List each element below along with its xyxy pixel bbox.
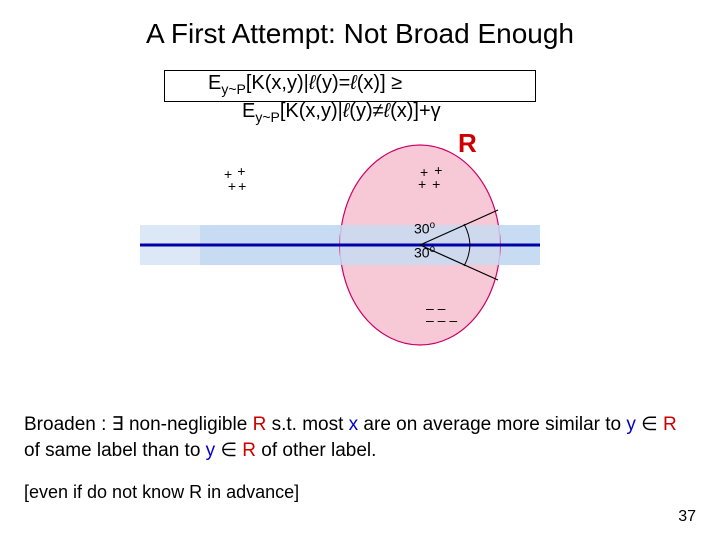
angle-label-up: 30o [414, 220, 435, 237]
plus-cluster-left: ++ ++ [224, 168, 244, 192]
slide-title: A First Attempt: Not Broad Enough [146, 18, 574, 50]
diagram-svg [120, 90, 560, 390]
minus-cluster: – –– – – [426, 302, 457, 326]
footnote-text: [even if do not know R in advance] [24, 482, 299, 503]
angle-label-down: 30o [414, 244, 435, 261]
plus-cluster-right: +++ + [420, 166, 440, 190]
equation-line-2: Ey~P[K(x,y)|ℓ(y)≠ℓ(x)]+γ [242, 100, 441, 125]
broaden-text: Broaden : ∃ non-negligible R s.t. most x… [24, 412, 696, 463]
page-number: 37 [678, 508, 696, 526]
equation-line-1: Ey~P[K(x,y)|ℓ(y)=ℓ(x)] ≥ [208, 72, 402, 97]
